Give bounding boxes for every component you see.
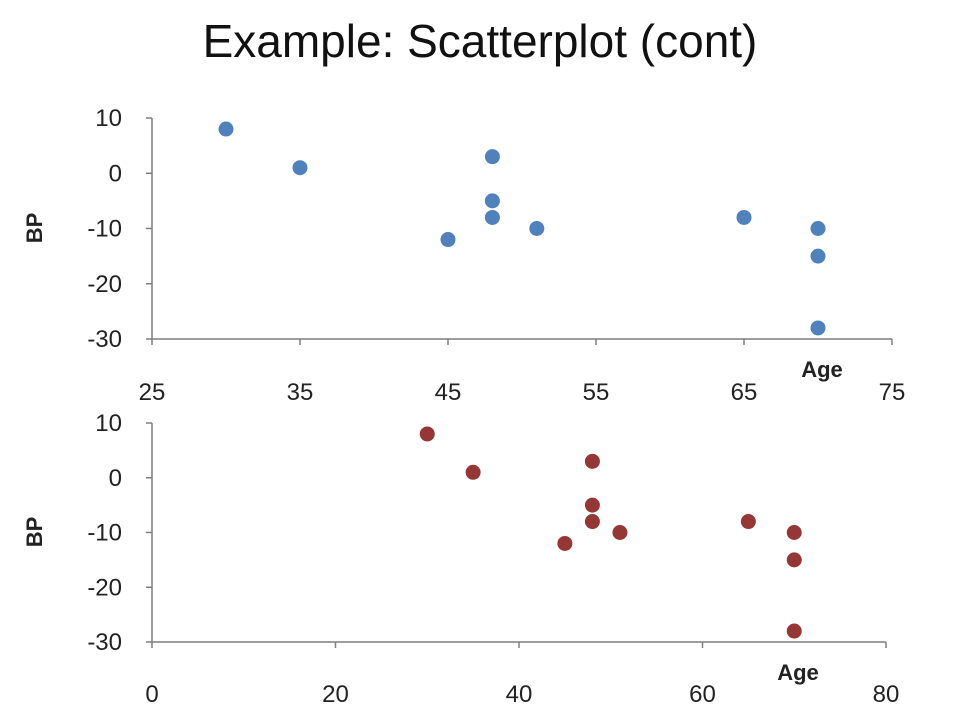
data-point [810,221,826,236]
y-tick-label: -10 [87,520,122,547]
x-tick-label: 75 [879,379,906,406]
data-point [584,514,600,530]
data-point [292,160,308,176]
data-point [484,149,500,165]
data-point [484,193,500,209]
data-point [584,453,600,469]
y-axis-label: BP [22,213,47,244]
data-point [465,464,481,480]
data-point [786,552,802,568]
x-tick-label: 65 [731,379,758,406]
x-tick-label: 20 [322,681,349,708]
data-point [440,232,456,248]
y-tick-label: -30 [87,629,122,656]
data-point [740,514,756,530]
x-tick-label: 60 [689,681,716,708]
x-tick-label: 0 [145,681,158,708]
data-point [529,221,545,236]
y-tick-label: 0 [109,465,122,492]
data-point [557,535,573,551]
data-point [736,209,752,225]
x-axis-label: Age [777,660,819,685]
x-tick-label: 80 [873,681,900,708]
x-tick-label: 55 [583,379,610,406]
x-tick-label: 25 [139,379,166,406]
y-tick-label: -30 [87,326,122,353]
y-tick-label: -10 [87,216,122,243]
data-point [612,525,628,540]
y-tick-label: 10 [95,410,122,437]
data-point [218,121,234,137]
x-tick-label: 45 [435,379,462,406]
data-point [484,209,500,225]
data-point [584,497,600,513]
y-tick-label: 0 [109,160,122,187]
data-point [810,320,826,336]
y-tick-label: -20 [87,574,122,601]
page-title: Example: Scatterplot (cont) [202,15,758,67]
data-point [419,426,435,442]
x-tick-label: 40 [506,681,533,708]
y-axis-label: BP [22,517,47,548]
data-point [786,525,802,540]
scatterplot-bottom: 10 0 -10 -20 -30 0 20 40 60 80 BP Age [22,410,899,708]
y-tick-label: 10 [95,105,122,132]
x-axis-label: Age [801,357,843,382]
data-point [810,248,826,264]
x-tick-label: 35 [287,379,314,406]
scatterplot-top: 10 0 -10 -20 -30 25 35 45 55 65 75 BP Age [22,105,905,406]
y-tick-label: -20 [87,271,122,298]
data-point [786,623,802,639]
